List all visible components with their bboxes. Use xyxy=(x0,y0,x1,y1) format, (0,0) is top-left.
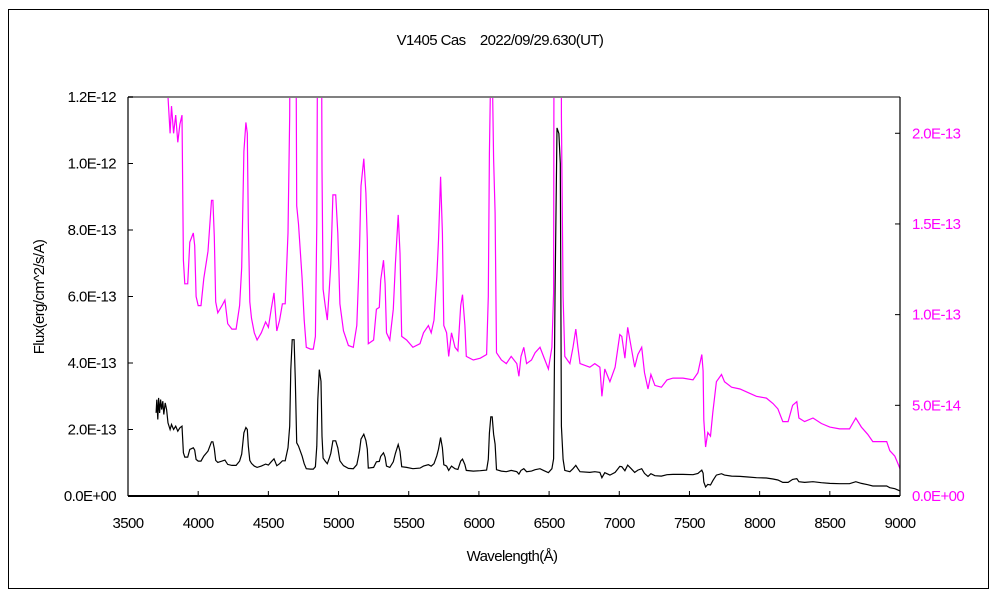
series-line-magenta xyxy=(167,97,900,470)
x-tick-label: 5000 xyxy=(323,515,354,532)
y-right-tick-label: 1.0E-13 xyxy=(912,307,961,324)
y-left-tick-label: 2.0E-13 xyxy=(68,422,117,439)
x-tick-label: 8000 xyxy=(744,515,775,532)
y-axis-label: Flux(erg/cm^2/s/A) xyxy=(31,239,48,354)
y-left-tick-label: 1.0E-12 xyxy=(68,156,117,173)
x-tick-label: 7000 xyxy=(604,515,635,532)
plot-area: 3500 4000 4500 5000 5500 6000 6500 7000 7500 8000… xyxy=(64,89,965,532)
x-axis-label: Wavelength(Å) xyxy=(467,548,558,565)
x-tick-label: 6000 xyxy=(463,515,494,532)
y-left-tick-label: 8.0E-13 xyxy=(68,222,117,239)
x-tick-label: 9000 xyxy=(885,515,916,532)
y-right-tick-label: 2.0E-13 xyxy=(912,125,961,142)
x-tick-label: 6500 xyxy=(534,515,565,532)
y-right-tick-label: 0.0E+00 xyxy=(912,488,964,505)
y-left-tick-label: 6.0E-13 xyxy=(68,289,117,306)
chart-title: V1405 Cas 2022/09/29.630(UT) xyxy=(397,32,604,49)
x-tick-label: 4000 xyxy=(183,515,214,532)
y-left-tick-label: 1.2E-12 xyxy=(68,89,117,106)
y-right-tick-label: 5.0E-14 xyxy=(912,397,961,414)
x-tick-label: 3500 xyxy=(113,515,144,532)
x-tick-label: 5500 xyxy=(393,515,424,532)
x-tick-label: 4500 xyxy=(253,515,284,532)
y-left-tick-label: 0.0E+00 xyxy=(64,488,116,505)
y-left-tick-label: 4.0E-13 xyxy=(68,355,117,372)
chart-frame xyxy=(8,9,989,589)
y-right-tick-label: 1.5E-13 xyxy=(912,216,961,233)
series-line-black xyxy=(155,127,900,492)
x-tick-label: 8500 xyxy=(814,515,845,532)
x-tick-label: 7500 xyxy=(674,515,705,532)
